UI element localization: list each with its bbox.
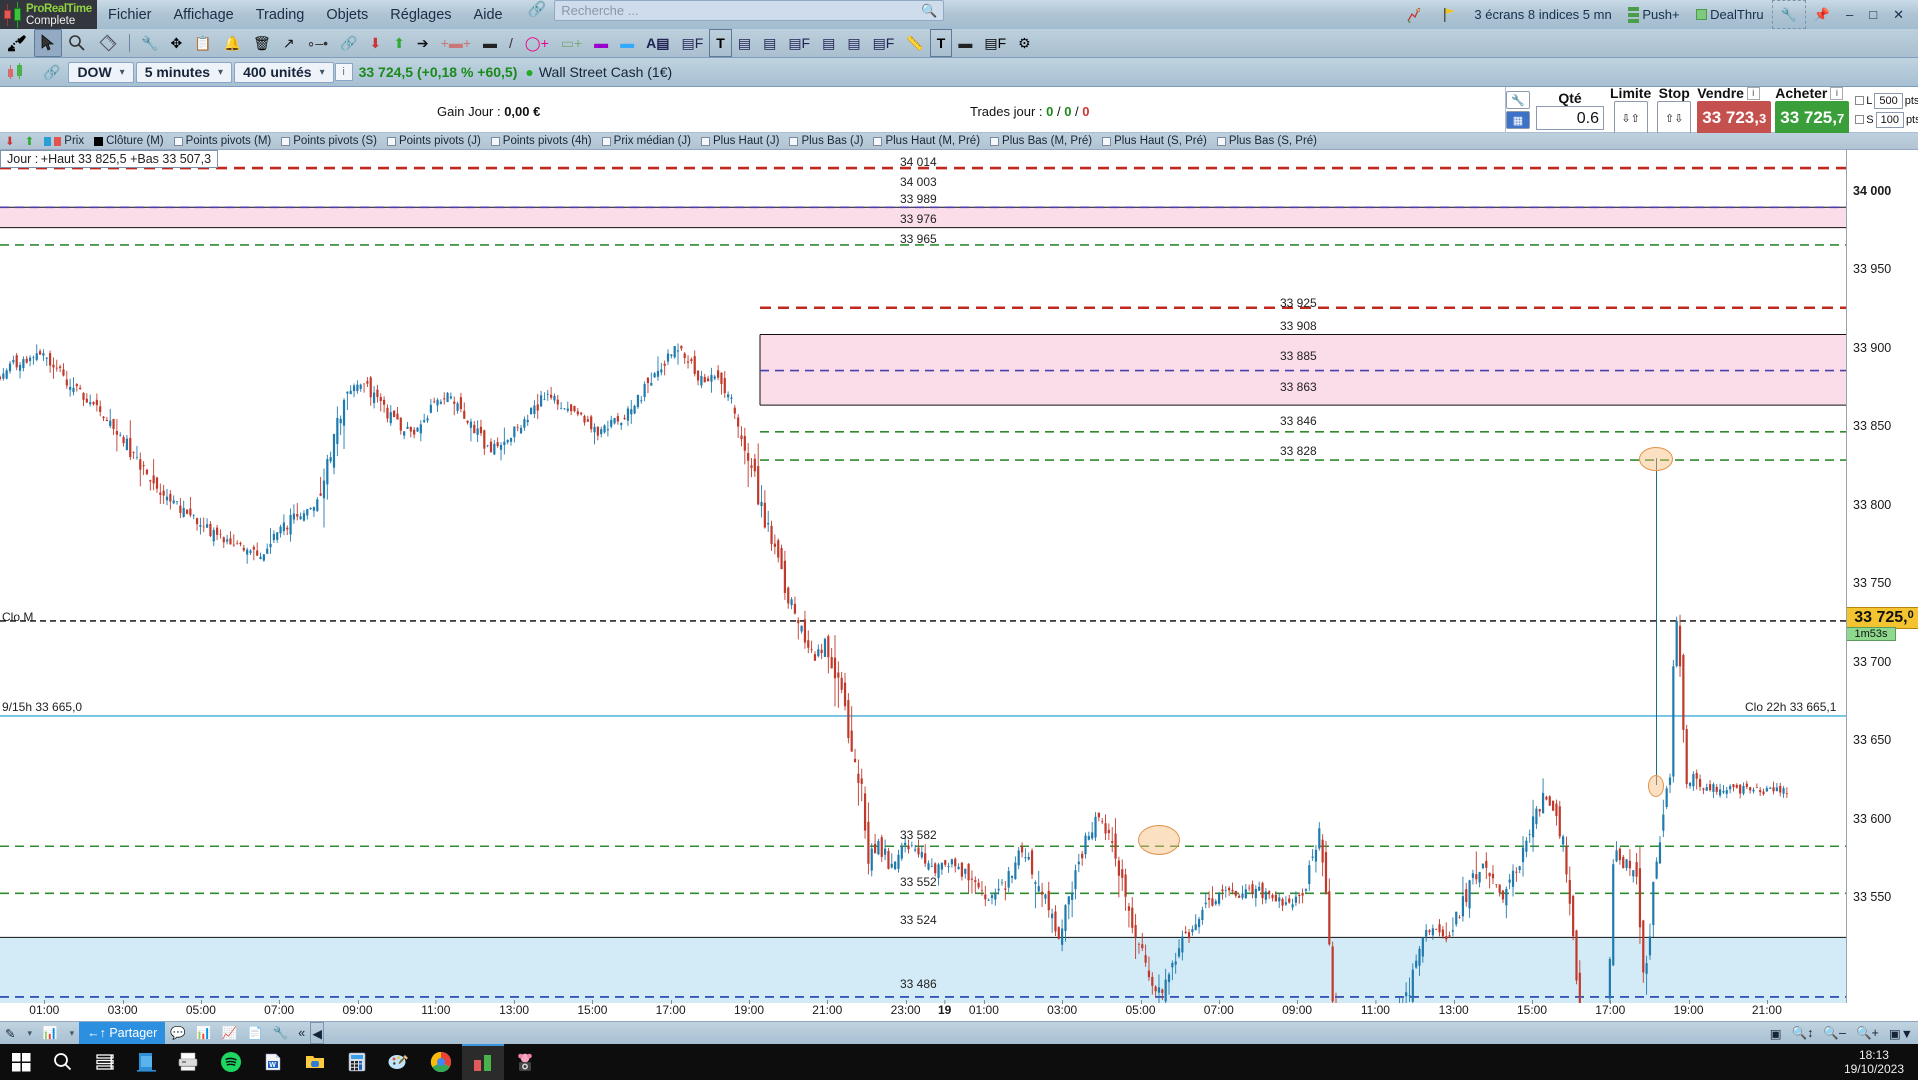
svg-text:W: W: [269, 1062, 276, 1069]
